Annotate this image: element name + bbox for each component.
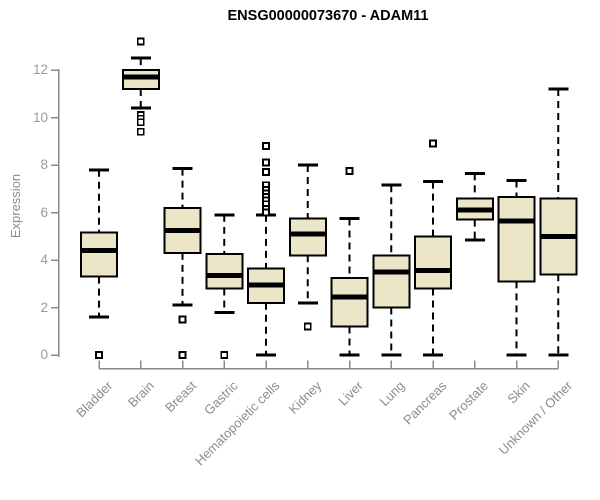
y-tick-label: 6 [40, 204, 48, 220]
chart-title: ENSG00000073670 - ADAM11 [227, 8, 429, 24]
outlier-point [262, 142, 270, 150]
outlier-point [262, 168, 270, 177]
y-tick-label: 10 [32, 109, 48, 125]
outlier-point [178, 351, 187, 359]
iqr-box [330, 276, 369, 328]
outlier-point [303, 322, 312, 331]
iqr-box [288, 217, 327, 257]
outlier-point [220, 351, 229, 359]
outlier-point [136, 118, 145, 127]
boxplot-skin [497, 178, 536, 357]
outlier-point [262, 208, 270, 217]
boxplot-bladder [80, 168, 118, 359]
outlier-point [136, 127, 145, 136]
boxplot-lung [372, 183, 411, 357]
boxplot-brain [121, 37, 160, 136]
boxplot-kidney [288, 163, 327, 331]
iqr-box [372, 254, 411, 309]
iqr-box [414, 235, 452, 290]
outlier-point [345, 167, 354, 175]
boxplot-liver [330, 167, 369, 357]
y-tick-label: 2 [40, 299, 48, 315]
iqr-box [205, 253, 244, 290]
boxplot-pancreas [414, 139, 452, 357]
y-tick-label: 4 [40, 252, 48, 267]
outlier-point [262, 158, 270, 167]
boxplot-prostate [455, 171, 494, 242]
boxplot-gastric [205, 213, 244, 359]
outlier-point [429, 139, 437, 148]
boxplot-unknown-other [539, 87, 578, 357]
y-tick-label: 12 [32, 62, 48, 77]
boxplot-hematopoietic-cells [247, 142, 285, 357]
iqr-box [497, 196, 536, 283]
outlier-point [136, 37, 145, 46]
boxplot-breast [163, 167, 202, 359]
outlier-point [178, 315, 187, 324]
y-tick-label: 8 [40, 157, 48, 172]
iqr-box [80, 231, 118, 278]
y-tick-label: 0 [40, 347, 48, 362]
outlier-point [95, 351, 103, 359]
